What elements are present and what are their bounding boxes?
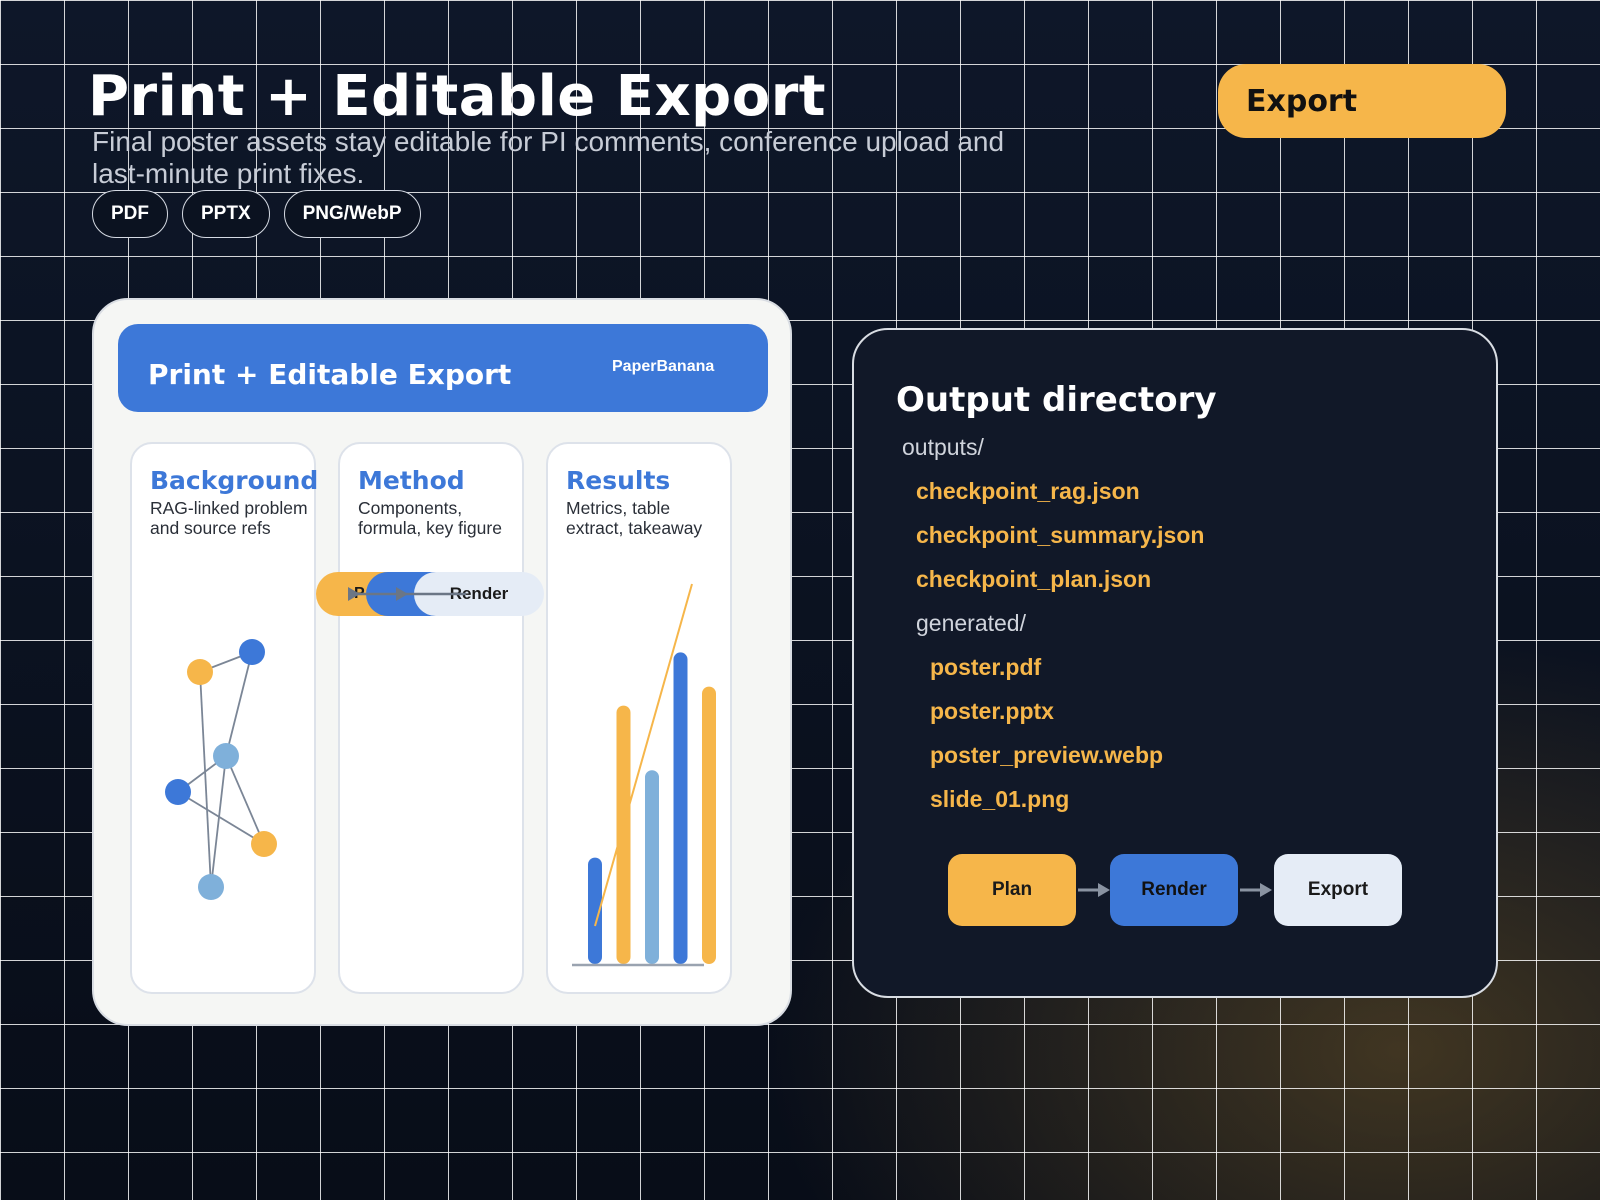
- dir-file[interactable]: checkpoint_plan.json: [916, 566, 1152, 592]
- chart-trend-line: [594, 583, 693, 927]
- graph-edge: [225, 755, 265, 845]
- pipeline-step-export: Export: [1274, 854, 1402, 926]
- arrow-head: [396, 587, 408, 601]
- poster-brand: PaperBanana: [612, 358, 715, 375]
- panel-background: Background RAG-linked problem and source…: [130, 442, 319, 994]
- pipeline-step-plan: Plan: [948, 854, 1076, 926]
- dir-file[interactable]: poster.pdf: [930, 654, 1042, 680]
- format-chip-pptx[interactable]: PPTX: [182, 190, 270, 238]
- panel-results: Results Metrics, table extract, takeaway: [546, 442, 732, 994]
- panel-description: RAG-linked problem and source refs: [150, 498, 308, 538]
- panel-description: Components, formula, key figure: [358, 498, 502, 538]
- graph-edge: [177, 791, 265, 845]
- panel-method: Method Components, formula, key figure: [338, 442, 524, 994]
- pipeline-step-render: Render: [1110, 854, 1238, 926]
- method-arrows: [348, 587, 466, 601]
- pipeline-arrow-icon: [1078, 883, 1110, 897]
- dir-folder-outputs[interactable]: outputs/: [902, 434, 984, 460]
- chart-bar: [702, 686, 716, 964]
- panel-description: Metrics, table extract, takeaway: [566, 498, 703, 538]
- format-chips: PDF PPTX PNG/WebP: [92, 190, 421, 238]
- chart-bar: [616, 705, 631, 964]
- pipeline-arrow-icon: [1240, 883, 1272, 897]
- format-chip-pdf[interactable]: PDF: [92, 190, 168, 238]
- chart-bar: [588, 857, 602, 964]
- dir-file[interactable]: poster_preview.webp: [930, 742, 1164, 768]
- network-graph: [165, 639, 277, 900]
- page-title: Print + Editable Export: [88, 64, 827, 129]
- graph-node: [165, 779, 191, 805]
- graph-edge: [199, 671, 212, 888]
- graph-edge: [210, 755, 227, 888]
- export-button[interactable]: Export: [1218, 64, 1506, 138]
- poster-preview-card: Print + Editable Export PaperBanana Back…: [92, 298, 792, 1026]
- panel-title: Background: [150, 466, 319, 495]
- output-directory-title: Output directory: [896, 380, 1217, 420]
- format-chip-png-webp[interactable]: PNG/WebP: [283, 190, 421, 238]
- panel-title: Results: [566, 466, 671, 495]
- poster-title: Print + Editable Export: [148, 358, 512, 391]
- graph-node: [198, 874, 224, 900]
- results-bar-chart: [572, 583, 716, 967]
- arrow-head: [348, 587, 360, 601]
- output-directory-card: Output directory outputs/ checkpoint_rag…: [852, 328, 1498, 998]
- chart-bar: [645, 770, 659, 964]
- dir-folder-generated[interactable]: generated/: [916, 610, 1026, 636]
- graph-edge: [225, 651, 253, 757]
- panel-title: Method: [358, 466, 465, 495]
- graph-node: [187, 659, 213, 685]
- graph-node: [251, 831, 277, 857]
- page-subtitle: Final poster assets stay editable for PI…: [92, 126, 1005, 189]
- poster-header: Print + Editable Export PaperBanana: [118, 324, 768, 412]
- method-pipeline: P Render: [316, 572, 546, 618]
- graph-node: [213, 743, 239, 769]
- graph-node: [239, 639, 265, 665]
- dir-file[interactable]: slide_01.png: [930, 786, 1070, 812]
- dir-file[interactable]: checkpoint_rag.json: [916, 478, 1140, 504]
- dir-file[interactable]: poster.pptx: [930, 698, 1054, 724]
- chart-bar: [673, 652, 688, 964]
- dir-file[interactable]: checkpoint_summary.json: [916, 522, 1205, 548]
